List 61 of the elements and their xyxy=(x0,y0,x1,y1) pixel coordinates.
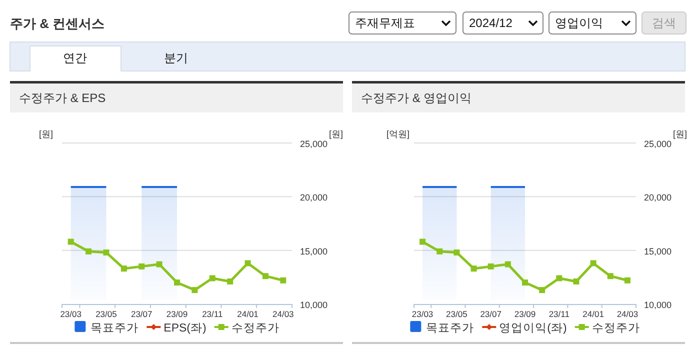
y2-tick-label: 15,000 xyxy=(644,246,672,256)
point xyxy=(522,280,528,286)
point xyxy=(624,277,630,284)
point xyxy=(209,275,216,282)
legend-label: EPS(좌) xyxy=(164,322,207,334)
x-tick-label: 24/01 xyxy=(237,309,259,319)
page-header: 주가 & 컨센서스 주재무제표 2024/12 영업이익 검색 연간 분기 xyxy=(10,12,686,72)
y2-tick-label: 20,000 xyxy=(644,192,672,203)
legend-label: 수정주가 xyxy=(231,322,280,334)
point xyxy=(539,287,546,294)
point xyxy=(262,273,268,280)
x-tick-label: 24/01 xyxy=(582,309,604,319)
y-axis-title: [원] xyxy=(38,129,54,139)
point xyxy=(280,277,286,284)
point xyxy=(174,280,180,286)
point xyxy=(573,278,580,284)
x-tick-label: 24/03 xyxy=(616,309,638,319)
y2-tick-label: 10,000 xyxy=(300,300,328,310)
legend-label: 영업이익(좌) xyxy=(499,322,567,334)
x-tick-label: 23/09 xyxy=(166,309,188,319)
x-tick-label: 23/03 xyxy=(60,309,82,319)
x-tick-label: 23/07 xyxy=(130,309,153,319)
x-tick-label: 23/03 xyxy=(412,309,434,319)
legend-label: 목표주가 xyxy=(426,322,474,334)
y2-tick-label: 10,000 xyxy=(644,300,672,310)
x-tick-label: 24/03 xyxy=(272,309,294,319)
point xyxy=(156,261,162,268)
point xyxy=(244,260,251,266)
point xyxy=(470,266,477,272)
point xyxy=(103,249,110,256)
y2-tick-label: 25,000 xyxy=(300,139,328,149)
point xyxy=(120,266,127,272)
chart-title: 수정주가 & EPS xyxy=(19,91,106,105)
x-tick-label: 23/07 xyxy=(480,309,502,319)
x-tick-label: 23/05 xyxy=(446,309,468,319)
point xyxy=(504,261,511,268)
y2-axis-title: [원] xyxy=(328,129,344,139)
point xyxy=(138,263,145,270)
point xyxy=(86,248,92,254)
y2-tick-label: 25,000 xyxy=(644,139,672,149)
legend-label: 수정주가 xyxy=(592,322,640,334)
point xyxy=(590,260,596,266)
y2-tick-label: 20,000 xyxy=(300,192,328,203)
point xyxy=(454,249,460,256)
legend-label: 목표주가 xyxy=(90,322,139,334)
point xyxy=(488,263,494,270)
x-tick-label: 23/09 xyxy=(514,309,536,319)
x-tick-label: 23/11 xyxy=(202,309,223,319)
x-tick-label: 23/11 xyxy=(548,309,570,319)
point xyxy=(420,238,426,245)
point xyxy=(436,248,443,254)
x-tick-label: 23/05 xyxy=(96,309,118,319)
y2-axis-title: [원] xyxy=(672,129,688,139)
point xyxy=(607,273,614,280)
chart-title: 수정주가 & 영업이익 xyxy=(361,91,472,105)
point xyxy=(556,275,562,282)
point xyxy=(68,238,74,245)
point xyxy=(192,287,198,294)
y2-tick-label: 15,000 xyxy=(300,246,328,256)
point xyxy=(227,278,234,284)
y-axis-title: [억원] xyxy=(386,129,410,139)
